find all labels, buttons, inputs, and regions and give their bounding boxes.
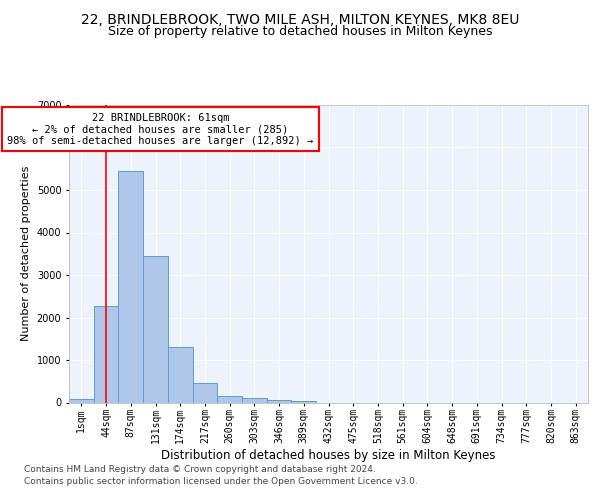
Bar	[94, 306, 118, 402]
Bar	[69, 399, 94, 402]
Text: 22, BRINDLEBROOK, TWO MILE ASH, MILTON KEYNES, MK8 8EU: 22, BRINDLEBROOK, TWO MILE ASH, MILTON K…	[81, 12, 519, 26]
Y-axis label: Number of detached properties: Number of detached properties	[21, 166, 31, 342]
Text: Size of property relative to detached houses in Milton Keynes: Size of property relative to detached ho…	[108, 25, 492, 38]
Bar	[292, 401, 316, 402]
Bar	[118, 171, 143, 402]
Bar	[193, 383, 217, 402]
Text: Contains public sector information licensed under the Open Government Licence v3: Contains public sector information licen…	[24, 477, 418, 486]
Bar	[168, 347, 193, 403]
Bar	[217, 396, 242, 402]
Bar	[143, 256, 168, 402]
X-axis label: Distribution of detached houses by size in Milton Keynes: Distribution of detached houses by size …	[161, 449, 496, 462]
Bar	[267, 400, 292, 402]
Text: Contains HM Land Registry data © Crown copyright and database right 2024.: Contains HM Land Registry data © Crown c…	[24, 465, 376, 474]
Bar	[242, 398, 267, 402]
Text: 22 BRINDLEBROOK: 61sqm
← 2% of detached houses are smaller (285)
98% of semi-det: 22 BRINDLEBROOK: 61sqm ← 2% of detached …	[7, 112, 314, 146]
